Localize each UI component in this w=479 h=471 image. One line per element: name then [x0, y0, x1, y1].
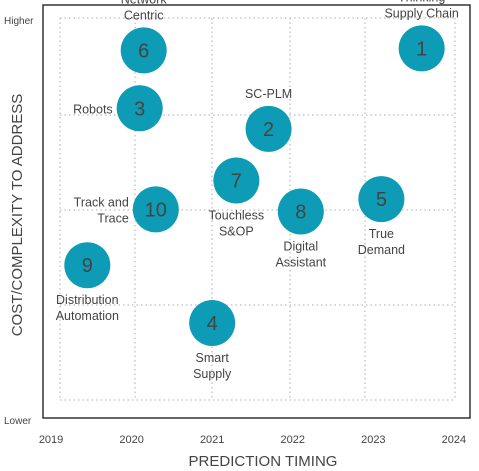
bubble-10-marker	[132, 186, 179, 233]
bubble-3: 3 Robots	[73, 85, 163, 132]
bubble-8-label-1: Assistant	[275, 256, 326, 270]
bubble-6-number: 6	[138, 40, 149, 62]
x-tick-2023: 2023	[361, 434, 385, 446]
y-axis-label: COST/COMPLEXITY TO ADDRESS	[9, 94, 26, 337]
bubble-5-number: 5	[376, 189, 387, 211]
bubble-9-label-1: Automation	[56, 309, 119, 323]
bubble-1-label-1: Supply Chain	[384, 6, 458, 20]
bubble-3-marker	[116, 85, 163, 132]
x-tick-2019: 2019	[39, 434, 63, 446]
bubble-1-label-0: Thinking	[398, 0, 445, 4]
bubble-5: 5 True Demand	[358, 176, 405, 257]
bubble-7-number: 7	[231, 171, 242, 193]
bubble-5-label-0: True	[369, 227, 394, 241]
grid-lines	[59, 17, 456, 401]
bubble-6-marker	[120, 27, 167, 74]
bubble-1-marker	[398, 25, 445, 72]
bubble-4: 4 Smart Supply	[189, 300, 236, 381]
bubble-7-label-0: Touchless	[209, 209, 265, 223]
bubble-5-label-1: Demand	[358, 243, 405, 257]
bubble-8-label-0: Digital	[283, 240, 318, 254]
bubble-7-label-1: S&OP	[219, 225, 254, 239]
bubble-2-label-0: SC-PLM	[245, 87, 292, 101]
bubble-7: 7 Touchless S&OP	[209, 157, 265, 239]
bubble-1-number: 1	[416, 38, 427, 60]
bubble-3-number: 3	[134, 98, 145, 120]
bubble-5-marker	[358, 176, 405, 223]
x-tick-2024: 2024	[442, 434, 466, 446]
bubble-6-label-0: Network	[121, 0, 168, 6]
x-tick-2021: 2021	[200, 434, 224, 446]
y-tick-low: Lower	[4, 416, 32, 427]
bubble-7-marker	[213, 157, 260, 204]
bubble-9: 9 Distribution Automation	[56, 242, 119, 323]
x-axis-label: PREDICTION TIMING	[189, 453, 338, 470]
bubble-8: 8 Digital Assistant	[275, 188, 327, 270]
bubble-9-label-0: Distribution	[56, 293, 119, 307]
bubble-10-number: 10	[145, 199, 167, 221]
bubble-1: 1 Thinking Supply Chain	[384, 0, 459, 72]
bubble-6-label-1: Centric	[124, 8, 164, 22]
bubble-3-label-0: Robots	[73, 102, 113, 116]
bubble-8-number: 8	[295, 202, 306, 224]
bubble-10-label-1: Trace	[97, 211, 129, 225]
bubble-4-number: 4	[207, 313, 218, 335]
bubble-10: 10 Track and Trace	[74, 186, 179, 233]
bubble-2-number: 2	[263, 119, 274, 141]
bubble-4-marker	[189, 300, 236, 347]
bubble-2-marker	[245, 105, 292, 152]
x-tick-2020: 2020	[119, 434, 143, 446]
x-tick-2022: 2022	[281, 434, 305, 446]
bubble-8-marker	[277, 188, 324, 235]
bubble-4-label-1: Supply	[193, 367, 232, 381]
bubble-10-label-0: Track and	[74, 195, 129, 209]
bubble-4-label-0: Smart	[196, 351, 230, 365]
x-tick-labels: 2019 2020 2021 2022 2023 2024	[39, 434, 466, 446]
data-points: 1 Thinking Supply Chain 2 SC-PLM 3 Robots 4 Smar…	[56, 0, 459, 381]
bubble-2: 2 SC-PLM	[245, 87, 292, 152]
y-tick-high: Higher	[4, 16, 34, 27]
bubble-6: 6 Network Centric	[120, 0, 168, 74]
bubble-9-marker	[64, 242, 111, 289]
bubble-9-number: 9	[82, 255, 93, 277]
